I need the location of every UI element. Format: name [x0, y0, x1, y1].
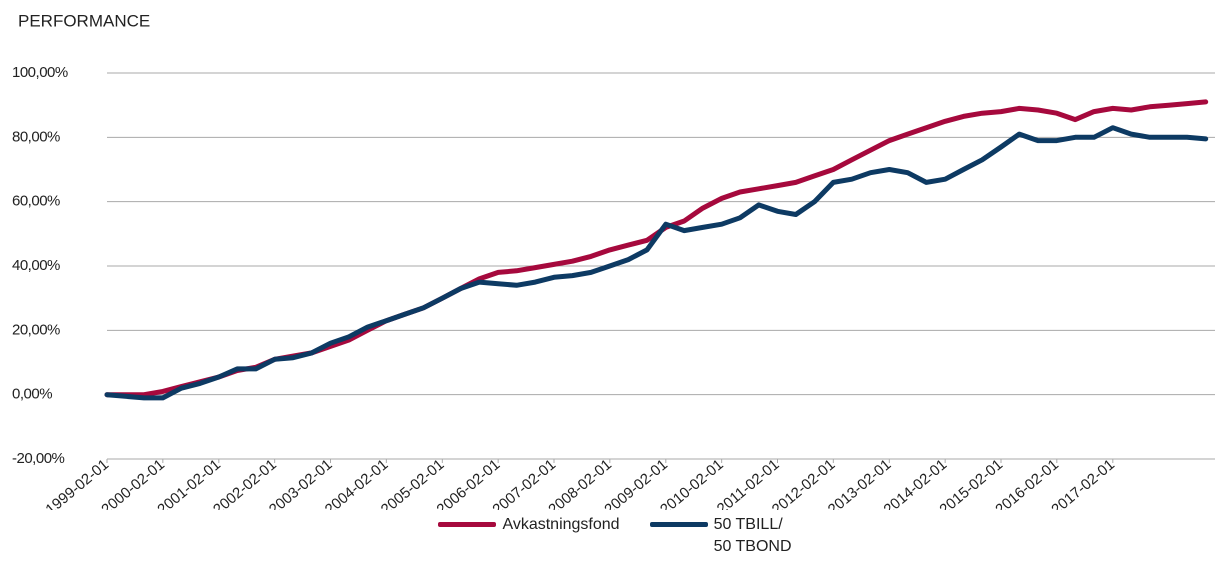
legend-swatch [649, 522, 708, 527]
y-tick-label: 100,00% [12, 64, 68, 81]
chart-title: PERFORMANCE [18, 11, 150, 30]
chart: PERFORMANCE -20,00% 0,00% 20,00% 40,00% 60,0… [12, 11, 1215, 518]
legend-item: Avkastningsfond [438, 514, 620, 558]
y-tick-label: 60,00% [12, 193, 60, 210]
y-tick-label: 40,00% [12, 257, 60, 274]
series-line [104, 125, 1209, 401]
legend-item: 50 TBILL/ 50 TBOND [649, 514, 792, 558]
y-tick-label: -20,00% [12, 450, 65, 467]
series-line [104, 99, 1209, 398]
y-tick-label: 80,00% [12, 128, 60, 145]
x-tick-label: 2017-02-01 [1048, 456, 1118, 510]
legend-label: Avkastningsfond [502, 516, 620, 533]
y-tick-label: 20,00% [12, 321, 60, 338]
legend: Avkastningsfond 50 TBILL/ 50 TBOND [0, 514, 1230, 558]
legend-swatch [438, 522, 497, 527]
y-tick-label: 0,00% [12, 386, 52, 403]
legend-label: 50 TBILL/ 50 TBOND [713, 516, 792, 555]
